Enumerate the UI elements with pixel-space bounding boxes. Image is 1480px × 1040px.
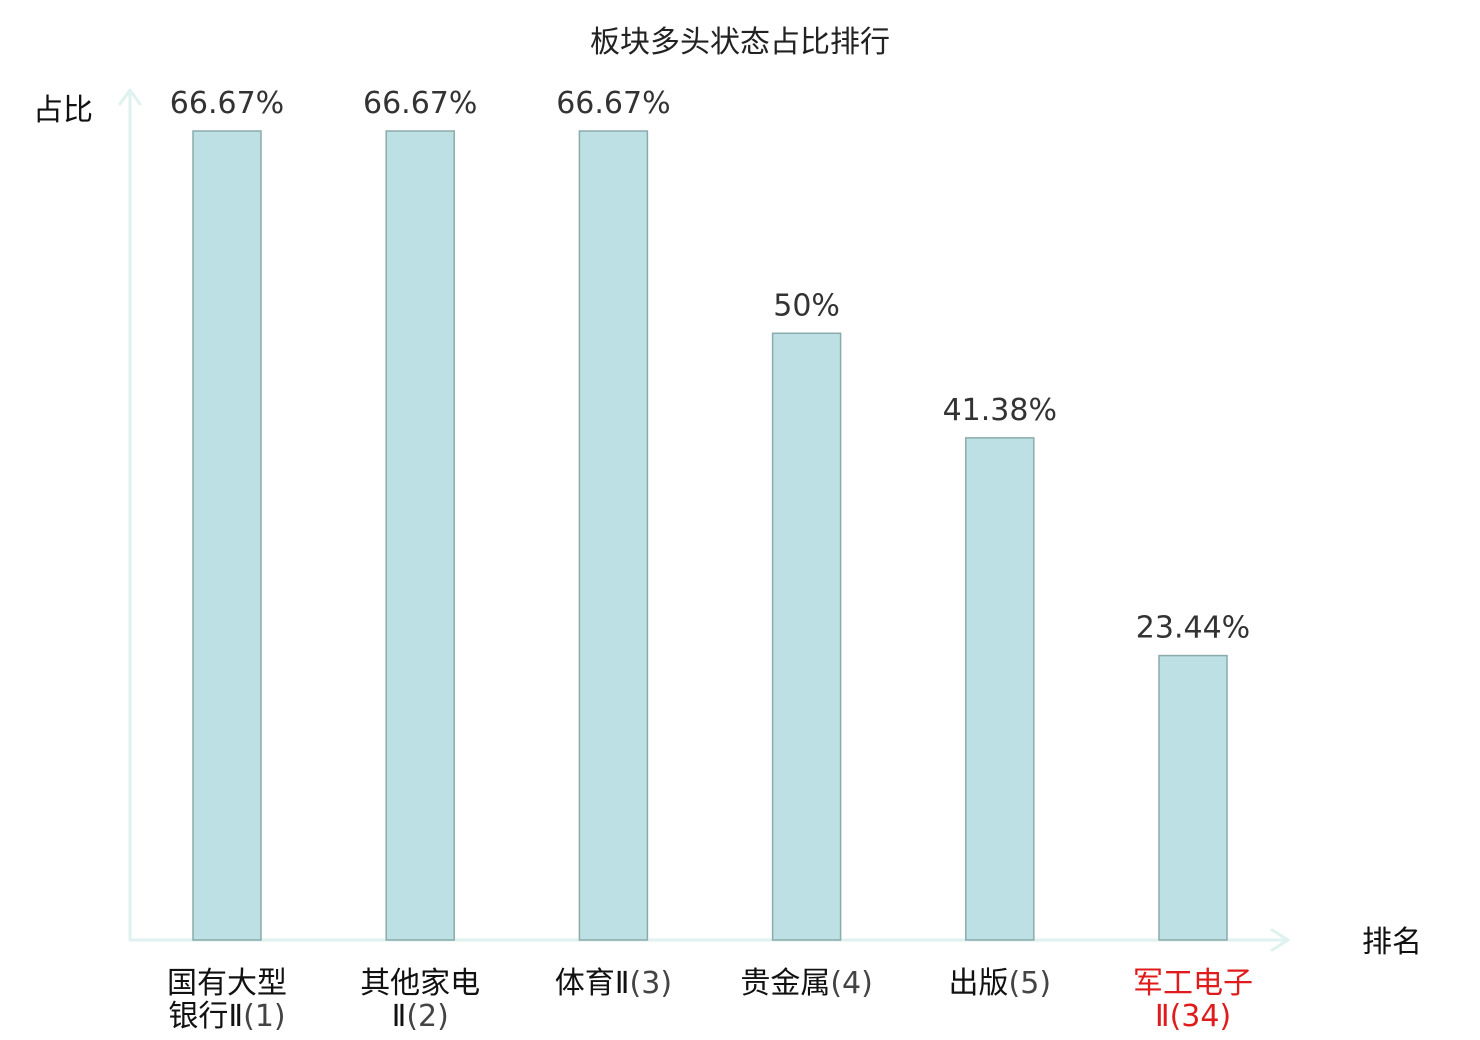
category-label: 贵金属(4) [740, 966, 873, 1001]
x-axis-label: 排名 [1362, 925, 1422, 960]
category-rank: (34) [1170, 999, 1232, 1034]
data-label: 66.67% [363, 86, 477, 121]
data-label: 23.44% [1136, 611, 1250, 646]
bar [385, 130, 455, 941]
data-label: 50% [773, 288, 840, 323]
bar [965, 437, 1035, 941]
category-rank: (1) [243, 999, 286, 1034]
x-axis-arrow [1270, 928, 1290, 952]
category-label: 体育Ⅱ(3) [555, 966, 672, 1001]
bar [771, 332, 842, 941]
category-rank: (5) [1009, 966, 1052, 1001]
y-axis-label: 占比 [33, 93, 93, 128]
data-label: 66.67% [170, 86, 284, 121]
category-label: Ⅱ(2) [392, 999, 449, 1034]
category-label: 军工电子 [1133, 966, 1253, 1001]
category-label: Ⅱ(34) [1155, 999, 1231, 1034]
category-label: 国有大型 [167, 966, 287, 1001]
category-rank: (4) [830, 966, 873, 1001]
category-label: 银行Ⅱ(1) [168, 999, 285, 1034]
bar [578, 130, 649, 941]
data-label: 41.38% [943, 393, 1057, 428]
bar [192, 130, 262, 941]
category-label: 其他家电 [360, 966, 480, 1001]
bar [1158, 654, 1228, 941]
category-rank: (3) [630, 966, 673, 1001]
y-axis-arrow [118, 88, 142, 106]
category-label: 出版(5) [949, 966, 1052, 1001]
category-rank: (2) [406, 999, 449, 1034]
chart-title: 板块多头状态占比排行 [590, 25, 890, 60]
data-label: 66.67% [556, 86, 670, 121]
